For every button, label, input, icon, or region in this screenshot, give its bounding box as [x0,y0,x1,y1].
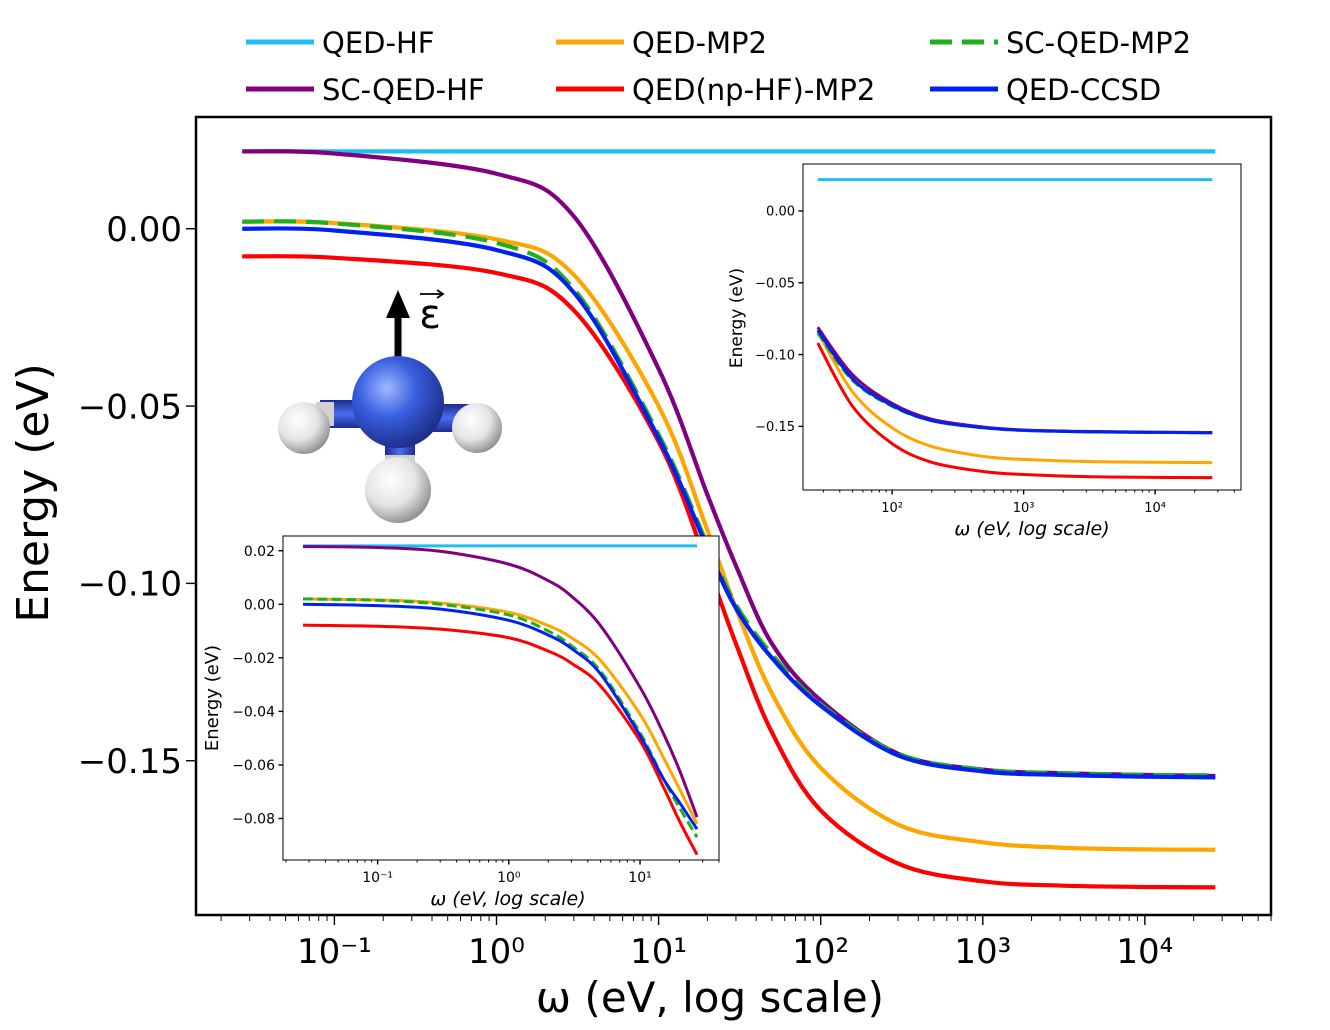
inset-low-frequency: 10⁻¹ 10⁰ 10¹ 0.02 0.00 −0.02 −0.04 −0.06 −0.08 ω… [202,535,720,910]
main-series-qed-ccsd [242,226,1216,780]
inset-low-y-tick-label: −0.02 [232,651,275,667]
field-vector-arrow-icon [420,289,445,299]
hydrogen-atom-right [452,403,502,453]
inset-high-x-axis-label: ω (eV, log scale) [954,518,1109,540]
inset-high-y-tick-label: −0.15 [755,420,795,435]
inset-low-series-qed-mp2 [302,597,699,825]
main-x-tick-label: 10⁴ [1116,932,1173,972]
inset-high-y-tick-label: −0.10 [755,348,795,363]
inset-low-axes: 10⁻¹ 10⁰ 10¹ 0.02 0.00 −0.02 −0.04 −0.06 −0.08 [232,544,720,886]
inset-high-background [803,164,1241,490]
inset-high-axes: 10² 10³ 10⁴ 0.00 −0.05 −0.10 −0.15 [755,205,1235,516]
inset-high-y-tick-label: 0.00 [766,205,795,220]
inset-high-series-qed-ccsd [816,329,1213,435]
inset-high-y-axis-label: Energy (eV) [727,268,747,368]
inset-low-y-axis-label: Energy (eV) [202,645,223,751]
inset-low-series-sc-qed-hf [302,544,699,818]
inset-high-frame [802,163,1242,491]
inset-high-x-tick-label: 10³ [1013,501,1035,516]
legend-label-qed-ccsd: QED-CCSD [1006,73,1161,107]
legend-label-qed-hf: QED-HF [322,26,434,60]
inset-low-x-axis-label: ω (eV, log scale) [430,888,585,910]
inset-low-series [302,544,699,856]
inset-high-x-tick-label: 10⁴ [1144,501,1166,516]
legend-label-sc-qed-hf: SC-QED-HF [322,73,485,107]
inset-low-y-tick-label: −0.04 [232,704,275,720]
main-series [242,149,1216,890]
legend-label-qed-mp2: QED-MP2 [632,26,767,60]
inset-low-y-tick-label: 0.02 [244,544,275,560]
legend: QED-HF QED-MP2 SC-QED-MP2 SC-QED-HF QED(np-H… [246,26,1191,107]
main-x-axis-label: ω (eV, log scale) [536,973,884,1022]
hydrogen-atom-left [278,402,330,454]
legend-label-sc-qed-mp2: SC-QED-MP2 [1006,26,1191,60]
main-y-tick-label: −0.05 [78,387,182,427]
ammonia-molecule-icon: ε [278,289,502,523]
main-x-tick-label: 10³ [954,932,1011,972]
inset-high-y-tick-label: −0.05 [755,276,795,291]
inset-low-x-tick-label: 10⁻¹ [362,870,393,886]
inset-low-background [283,536,719,860]
main-series-qed-np-hf-mp2 [242,254,1216,890]
nitrogen-atom [352,356,444,448]
inset-high-x-tick-label: 10² [881,501,903,516]
main-y-tick-label: −0.15 [78,742,182,782]
inset-low-x-tick-label: 10¹ [628,870,651,886]
inset-low-frame [282,535,720,861]
legend-label-qed-np-hf-mp2: QED(np-HF)-MP2 [632,73,875,107]
main-plot: 10⁻¹ 10⁰ 10¹ 10² 10³ 10⁴ 0.00 −0.05 −0.10 −0.15 ω… [8,115,1273,1022]
main-plot-frame [194,115,1273,917]
inset-low-x-tick-label: 10⁰ [497,870,521,886]
inset-low-series-qed-ccsd [302,602,699,831]
main-y-axis-label: Energy (eV) [8,363,59,623]
inset-low-y-tick-label: −0.08 [232,812,275,828]
main-x-tick-label: 10⁰ [468,932,525,972]
main-x-tick-label: 10⁻¹ [297,932,372,972]
main-y-tick-label: −0.10 [78,565,182,605]
main-x-tick-label: 10² [792,932,849,972]
field-arrow-icon [386,290,410,362]
inset-high-frequency: 10² 10³ 10⁴ 0.00 −0.05 −0.10 −0.15 ω (eV, log … [727,163,1242,540]
inset-high-series [816,178,1213,480]
main-y-tick-label: 0.00 [106,210,182,250]
field-vector-label: ε [419,292,441,338]
inset-low-y-tick-label: −0.06 [232,758,275,774]
main-axes: 10⁻¹ 10⁰ 10¹ 10² 10³ 10⁴ 0.00 −0.05 −0.10 −0.15 [78,210,1272,972]
inset-high-series-qed-mp2 [816,330,1213,465]
inset-low-series-qed-np-hf-mp2 [302,623,699,856]
inset-high-series-qed-np-hf-mp2 [816,342,1213,480]
main-x-tick-label: 10¹ [630,932,687,972]
hydrogen-atom-bottom [365,457,431,523]
inset-low-y-tick-label: 0.00 [244,597,275,613]
